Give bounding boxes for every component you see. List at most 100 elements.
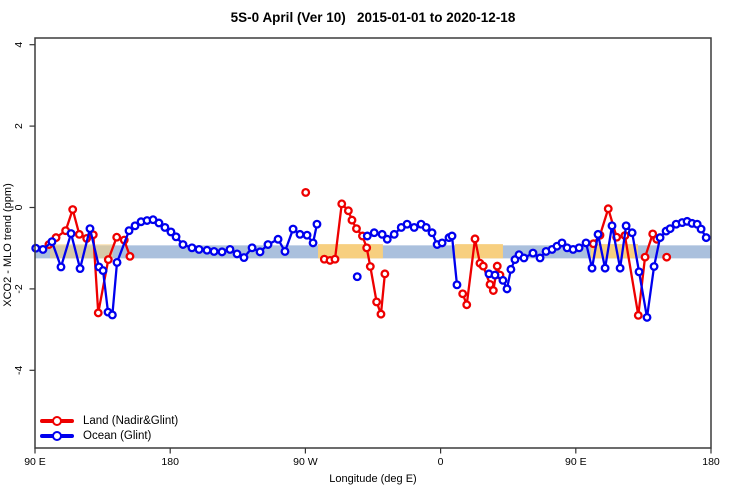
ocean-series-point	[452, 280, 462, 290]
land-series-point	[93, 308, 103, 318]
ocean-series-point	[587, 263, 597, 273]
plot-frame	[34, 37, 712, 449]
land-series-point	[74, 229, 84, 239]
x-axis-label: Longitude (deg E)	[329, 473, 417, 485]
ocean-series-point	[600, 263, 610, 273]
land-series-point	[330, 254, 340, 264]
legend-item-land: Land (Nadir&Glint)	[40, 413, 178, 428]
ocean-series-point	[85, 224, 95, 234]
land-series-point	[376, 309, 386, 319]
ocean-series-point	[66, 229, 76, 238]
ocean-series-point	[377, 229, 387, 239]
ocean-series-point	[649, 262, 659, 271]
legend-item-ocean: Ocean (Glint)	[40, 428, 178, 443]
y-tick-label: 2	[13, 123, 25, 129]
y-tick-label: 0	[13, 204, 25, 210]
y-tick-label: 4	[13, 42, 25, 48]
ocean-series-point	[382, 234, 392, 244]
ocean-series-point	[280, 247, 290, 256]
ocean-series-point	[166, 227, 176, 237]
ocean-circle-icon	[52, 430, 62, 441]
ocean-series-point	[124, 226, 134, 236]
ocean-series-point	[202, 245, 212, 255]
ocean-series-point	[247, 243, 257, 253]
ocean-series-point	[288, 224, 298, 234]
land-series-point	[125, 251, 135, 261]
land-series-point	[640, 252, 650, 262]
ocean-series-point	[187, 243, 197, 253]
ocean-series-point	[312, 219, 322, 229]
ocean-series-point	[362, 231, 372, 241]
ocean-series-point	[502, 284, 512, 294]
land-mean-band	[50, 244, 114, 259]
ocean-series-point	[239, 253, 249, 263]
land-series-point	[362, 243, 372, 253]
ocean-series-point	[225, 244, 235, 254]
ocean-series-point	[437, 238, 447, 248]
x-tick-label: 180	[161, 456, 179, 468]
ocean-series-point	[447, 231, 457, 241]
land-series-point	[662, 252, 672, 262]
ocean-series-point	[255, 247, 265, 257]
legend: Land (Nadir&Glint) Ocean (Glint)	[40, 413, 178, 443]
ocean-series-point	[232, 249, 242, 259]
y-tick-label: -2	[13, 284, 25, 293]
y-tick-label: -4	[13, 365, 25, 374]
ocean-series-point	[581, 238, 591, 248]
ocean-series-point	[642, 312, 652, 322]
ocean-series-point	[273, 234, 283, 244]
land-series-point	[458, 289, 468, 299]
land-series-point	[103, 255, 113, 265]
ocean-series-point	[634, 267, 644, 277]
ocean-series-point	[56, 262, 66, 272]
ocean-series-point	[490, 270, 500, 280]
land-series-point	[365, 262, 375, 271]
ocean-series-point	[574, 243, 584, 253]
ocean-series-point	[665, 224, 675, 234]
ocean-series-point	[427, 228, 437, 238]
ocean-series-point	[112, 257, 122, 267]
ocean-series-point	[557, 238, 567, 248]
chart-title: 5S-0 April (Ver 10) 2015-01-01 to 2020-1…	[230, 10, 516, 25]
ocean-series-point	[31, 243, 41, 253]
ocean-series-point	[154, 218, 164, 228]
ocean-series-point	[308, 238, 318, 248]
land-series-point	[337, 199, 347, 209]
ocean-series-point	[194, 244, 204, 254]
ocean-series-point	[593, 229, 603, 239]
ocean-series-swatch	[40, 428, 74, 443]
ocean-series-point	[130, 221, 140, 231]
ocean-series-point	[47, 237, 57, 247]
land-series-point	[352, 224, 361, 234]
ocean-series-point	[295, 229, 305, 239]
ocean-series-point	[607, 221, 617, 231]
ocean-series-point	[506, 264, 516, 274]
land-mean-band	[590, 244, 638, 259]
land-series-point	[462, 300, 472, 310]
ocean-series-point	[627, 228, 637, 238]
ocean-series-point	[655, 233, 665, 243]
ocean-series-point	[302, 230, 312, 240]
land-mean-band	[318, 244, 383, 259]
ocean-series-point	[38, 244, 48, 254]
ocean-series-point	[178, 240, 188, 249]
land-series-point	[603, 204, 613, 214]
ocean-series-point	[409, 222, 419, 232]
x-tick-label: 90 E	[565, 456, 587, 468]
ocean-series-point	[528, 248, 538, 258]
ocean-series-point	[352, 272, 362, 282]
x-tick-label: 90 W	[293, 456, 318, 468]
legend-label-ocean: Ocean (Glint)	[83, 429, 152, 442]
ocean-series-point	[369, 228, 379, 238]
ocean-series-point	[217, 247, 227, 257]
ocean-series-point	[701, 233, 711, 243]
land-series-point	[372, 297, 382, 307]
ocean-series-point	[107, 310, 117, 320]
ocean-series-point	[615, 263, 625, 273]
land-mean-band	[455, 244, 503, 259]
land-series-point	[347, 215, 357, 225]
x-tick-label: 90 E	[24, 456, 46, 468]
legend-label-land: Land (Nadir&Glint)	[83, 414, 179, 427]
